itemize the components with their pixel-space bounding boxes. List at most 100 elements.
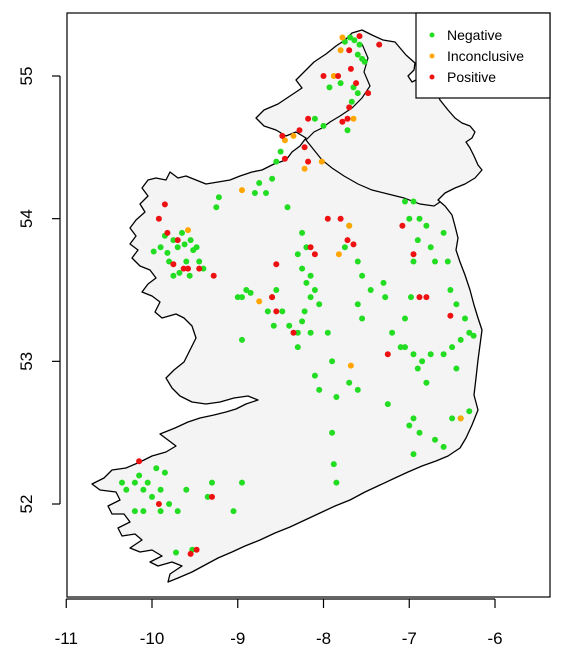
- data-point-negative: [330, 461, 337, 468]
- data-point-negative: [416, 429, 423, 436]
- data-point-inconclusive: [239, 187, 245, 194]
- data-point-negative: [423, 379, 430, 386]
- x-tick-label: -11: [55, 629, 78, 648]
- data-point-negative: [174, 244, 181, 251]
- legend-marker-inconclusive: [429, 53, 435, 59]
- data-point-negative: [354, 51, 361, 58]
- data-point-positive: [305, 158, 312, 165]
- data-point-inconclusive: [318, 158, 325, 165]
- data-point-negative: [269, 175, 276, 182]
- data-point-negative: [164, 249, 171, 256]
- data-point-negative: [119, 479, 125, 486]
- data-point-negative: [161, 469, 168, 476]
- data-point-inconclusive: [457, 415, 464, 422]
- data-point-negative: [170, 237, 177, 244]
- data-point-inconclusive: [339, 34, 346, 41]
- data-point-negative: [440, 229, 447, 236]
- data-point-inconclusive: [290, 132, 297, 139]
- data-point-positive: [376, 41, 383, 48]
- data-point-negative: [333, 479, 340, 486]
- data-point-inconclusive: [350, 115, 357, 122]
- data-point-negative: [354, 386, 361, 393]
- data-point-negative: [382, 294, 389, 301]
- data-point-negative: [183, 258, 190, 265]
- data-point-negative: [406, 422, 413, 429]
- data-point-positive: [187, 550, 194, 557]
- data-point-negative: [303, 244, 310, 251]
- data-point-negative: [183, 486, 190, 493]
- legend-label-negative: Negative: [447, 27, 502, 43]
- data-point-negative: [230, 508, 237, 515]
- data-point-negative: [144, 479, 151, 486]
- data-point-negative: [466, 329, 473, 336]
- data-point-positive: [296, 127, 303, 134]
- data-point-positive: [344, 115, 351, 122]
- data-point-positive: [273, 261, 280, 268]
- points-layer: [119, 33, 477, 557]
- data-point-negative: [251, 190, 258, 196]
- data-point-negative: [150, 248, 157, 255]
- data-point-negative: [311, 372, 318, 379]
- legend-marker-negative: [429, 32, 435, 38]
- data-point-negative: [263, 190, 269, 196]
- data-point-negative: [414, 237, 421, 244]
- y-axis: 52 53 54 55: [17, 67, 61, 514]
- data-point-negative: [157, 508, 164, 515]
- data-point-negative: [466, 408, 473, 415]
- data-point-negative: [307, 294, 314, 301]
- data-point-negative: [123, 486, 130, 493]
- data-point-negative: [402, 198, 408, 205]
- data-point-negative: [367, 287, 374, 293]
- data-point-negative: [406, 215, 413, 222]
- data-point-negative: [166, 258, 173, 265]
- data-point-negative: [273, 158, 280, 165]
- data-point-negative: [176, 269, 183, 276]
- data-point-negative: [136, 472, 143, 479]
- data-point-negative: [440, 351, 447, 358]
- y-tick-label: 52: [17, 495, 36, 514]
- data-point-negative: [157, 244, 164, 251]
- data-point-negative: [410, 198, 417, 205]
- data-point-positive: [170, 261, 177, 268]
- data-point-negative: [157, 486, 164, 493]
- data-point-negative: [311, 115, 318, 122]
- data-point-negative: [337, 80, 344, 87]
- data-point-positive: [335, 73, 342, 79]
- data-point-negative: [348, 98, 355, 105]
- data-point-negative: [299, 265, 306, 272]
- data-point-negative: [444, 258, 451, 265]
- data-point-negative: [307, 329, 314, 336]
- data-point-negative: [347, 34, 354, 41]
- data-point-negative: [427, 244, 434, 251]
- data-point-negative: [354, 90, 361, 97]
- data-point-negative: [449, 344, 456, 351]
- data-point-negative: [470, 332, 477, 339]
- data-point-negative: [307, 272, 314, 279]
- data-point-negative: [131, 508, 138, 515]
- x-tick-label: -10: [140, 629, 165, 648]
- data-point-inconclusive: [330, 73, 337, 79]
- data-point-negative: [173, 549, 179, 556]
- data-point-positive: [185, 265, 191, 272]
- data-point-negative: [239, 294, 245, 301]
- data-point-negative: [215, 194, 222, 201]
- data-point-negative: [410, 351, 417, 358]
- legend-label-positive: Positive: [447, 69, 496, 85]
- data-point-negative: [196, 258, 203, 265]
- data-point-positive: [320, 73, 327, 79]
- data-point-negative: [346, 379, 353, 386]
- data-point-negative: [329, 358, 336, 365]
- data-point-negative: [416, 215, 423, 222]
- data-point-positive: [344, 237, 351, 244]
- data-point-positive: [305, 115, 312, 122]
- data-point-negative: [410, 415, 417, 422]
- data-point-inconclusive: [281, 137, 288, 144]
- data-point-positive: [339, 118, 346, 125]
- data-point-negative: [457, 336, 464, 343]
- data-point-negative: [294, 329, 301, 336]
- data-point-positive: [311, 251, 318, 258]
- data-point-positive: [324, 215, 331, 222]
- data-point-positive: [416, 294, 423, 301]
- data-point-negative: [453, 301, 460, 308]
- data-point-negative: [303, 279, 310, 286]
